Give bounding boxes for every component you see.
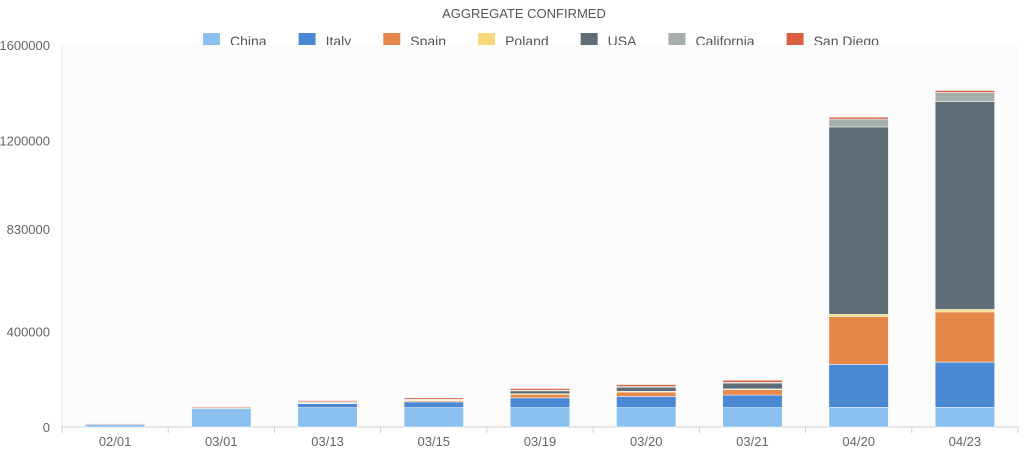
x-tick-label: 03/13 [311, 434, 344, 449]
y-tick-label: 1200000 [0, 134, 50, 149]
bar-segment-china [191, 407, 252, 428]
bar-segment-italy [828, 364, 889, 408]
bar-segment-san-diego [191, 406, 252, 409]
legend-swatch [298, 33, 316, 48]
x-tick-label: 03/01 [205, 434, 238, 449]
bar-segment-spain [828, 316, 889, 365]
legend-swatch [668, 33, 686, 48]
bar-segment-usa [722, 382, 783, 390]
bar-stack [191, 406, 252, 428]
bar-stack [722, 379, 783, 428]
bar-segment-italy [616, 396, 677, 408]
bar-segment-san-diego [616, 384, 677, 387]
bar-segment-poland [934, 309, 995, 313]
bar-segment-china [934, 407, 995, 428]
bar-segment-china [616, 407, 677, 428]
bar-stack [403, 397, 464, 428]
x-tick-label: 04/23 [949, 434, 982, 449]
legend-swatch [580, 33, 598, 48]
bars [85, 90, 995, 428]
bar-segment-china [403, 407, 464, 428]
bar-stack [297, 400, 358, 428]
bar-segment-san-diego [934, 90, 995, 93]
y-tick-label: 830000 [7, 222, 50, 237]
bar-stack [934, 90, 995, 428]
legend-swatch [383, 33, 401, 48]
x-axis: 02/01 03/01 03/13 03/15 03/19 03/20 03/21 04/20… [61, 426, 1019, 449]
bar-segment-california [934, 92, 995, 102]
x-tick-label: 03/15 [418, 434, 451, 449]
bar-segment-san-diego [722, 379, 783, 383]
bar-segment-italy [934, 361, 995, 408]
x-tick-label: 03/20 [630, 434, 663, 449]
bar-segment-san-diego [403, 397, 464, 400]
bar-stack [828, 116, 889, 428]
bar-segment-usa [828, 126, 889, 315]
legend-swatch [786, 33, 804, 48]
y-tick-label: 0 [43, 420, 50, 435]
x-tick-label: 04/20 [842, 434, 875, 449]
y-tick-label: 400000 [7, 325, 50, 340]
x-tick-label: 03/21 [736, 434, 769, 449]
bar-segment-spain [934, 311, 995, 363]
bar-segment-italy [722, 394, 783, 408]
bar-segment-san-diego [85, 423, 146, 425]
bar-segment-china [828, 407, 889, 428]
x-tick-label: 02/01 [99, 434, 132, 449]
legend-swatch [478, 33, 496, 48]
x-tick-label: 03/19 [524, 434, 557, 449]
bar-segment-china [85, 424, 146, 428]
bar-segment-california [828, 118, 889, 128]
bar-segment-usa [934, 101, 995, 310]
bar-segment-china [510, 407, 570, 428]
bar-segment-china [297, 407, 358, 428]
y-tick-label: 1600000 [0, 38, 50, 53]
bar-stack [85, 423, 146, 428]
bar-segment-italy [403, 401, 464, 408]
bar-segment-san-diego [510, 388, 570, 391]
bar-segment-china [722, 407, 783, 428]
bar-segment-italy [510, 397, 570, 408]
bar-segment-san-diego [297, 400, 358, 403]
y-axis: 0 400000 830000 1200000 1600000 [0, 38, 63, 435]
legend-swatch [203, 33, 221, 48]
bar-segment-san-diego [828, 116, 889, 120]
bar-segment-poland [828, 314, 889, 317]
bar-stack [616, 384, 677, 428]
bar-stack [510, 388, 570, 428]
bar-segment-italy [297, 403, 358, 408]
chart-title: AGGREGATE CONFIRMED [442, 6, 606, 21]
